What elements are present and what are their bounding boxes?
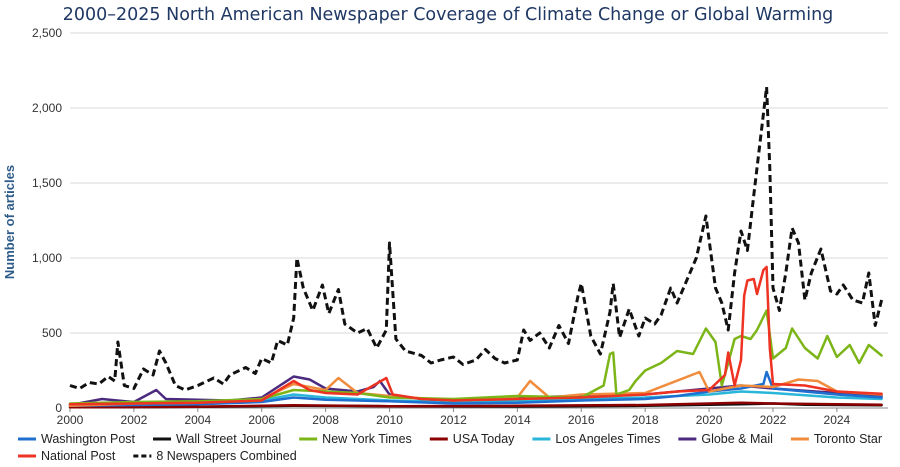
legend-item-national-post: National Post [18,449,116,463]
series-lines [68,85,884,409]
y-tick-label: 2,500 [32,26,62,40]
y-tick-label: 0 [55,401,62,415]
legend-label: Los Angeles Times [555,432,660,446]
y-tick-label: 1,000 [32,251,62,265]
y-tick-label: 1,500 [32,176,62,190]
x-tick-label: 2008 [312,413,339,427]
legend-item-8-newspapers-combined: 8 Newspapers Combined [133,449,297,463]
legend-label: Globe & Mail [701,432,773,446]
legend-item-usa-today: USA Today [429,432,515,446]
y-axis-label: Number of articles [2,165,17,279]
series-line-new-york-times [68,309,883,405]
series-line-8-newspapers-combined [69,85,884,392]
legend-label: 8 Newspapers Combined [156,449,296,463]
legend-label: New York Times [322,432,412,446]
series-line-national-post [68,265,883,406]
x-tick-label: 2010 [376,413,403,427]
legend-item-toronto-star: Toronto Star [790,432,882,446]
series-line-toronto-star [68,370,883,408]
legend-item-los-angeles-times: Los Angeles Times [532,432,660,446]
x-tick-label: 2004 [184,413,211,427]
legend-item-new-york-times: New York Times [299,432,412,446]
legend-item-wall-street-journal: Wall Street Journal [153,432,281,446]
legend-label: Wall Street Journal [176,432,281,446]
y-tick-label: 2,000 [32,101,62,115]
x-tick-label: 2012 [440,413,467,427]
legend-label: Toronto Star [814,432,882,446]
chart-title: 2000–2025 North American Newspaper Cover… [63,5,834,25]
legend-label: National Post [41,449,116,463]
legend-label: USA Today [453,432,515,446]
x-tick-label: 2014 [504,413,531,427]
x-tick-label: 2020 [696,413,723,427]
x-tick-label: 2002 [121,413,148,427]
axes: 0 500 1,000 1,500 2,000 2,500 2000 2002 2004 2006… [32,26,888,427]
y-tick-label: 500 [42,326,62,340]
legend: Washington Post Wall Street Journal New Yo… [18,432,882,463]
series-line-usa-today [68,401,883,409]
x-tick-label: 2024 [824,413,851,427]
x-tick-label: 2022 [760,413,787,427]
legend-label: Washington Post [41,432,136,446]
legend-item-globe-and-mail: Globe & Mail [678,432,773,446]
x-tick-label: 2006 [248,413,275,427]
x-tick-label: 2018 [632,413,659,427]
x-tick-label: 2000 [57,413,84,427]
legend-item-washington-post: Washington Post [18,432,136,446]
x-tick-label: 2016 [568,413,595,427]
